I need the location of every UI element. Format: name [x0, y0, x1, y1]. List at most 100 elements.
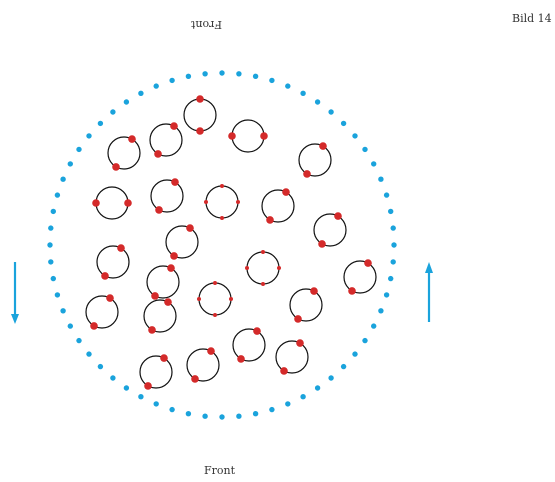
outer-dot — [138, 90, 144, 97]
ring — [343, 259, 377, 295]
ring-marker — [207, 347, 215, 355]
outer-dot — [383, 292, 390, 298]
outer-dot — [47, 242, 53, 248]
outer-dot — [362, 337, 368, 344]
ring — [183, 95, 217, 135]
outer-dot — [236, 71, 242, 77]
outer-dot — [328, 109, 334, 115]
outer-dot — [314, 385, 321, 391]
ring-outline — [205, 185, 239, 219]
ring-marker — [171, 178, 179, 186]
outer-dot — [76, 337, 82, 344]
ring-marker — [128, 135, 136, 143]
ring-outline — [143, 299, 177, 333]
outer-dot — [383, 192, 390, 198]
ring-marker — [170, 122, 178, 130]
ring-outline — [183, 98, 217, 132]
outer-dot — [123, 385, 130, 391]
outer-dot — [300, 394, 306, 400]
outer-dot — [219, 70, 225, 76]
ring-marker — [196, 127, 204, 135]
ring-marker — [220, 216, 224, 220]
ring — [139, 354, 173, 390]
ring-marker — [197, 297, 201, 301]
outer-dot — [285, 83, 291, 89]
ring-marker — [164, 298, 172, 306]
ring-marker — [151, 292, 159, 300]
outer-dot — [314, 99, 321, 105]
ring — [232, 327, 266, 363]
ring — [149, 122, 183, 158]
ring-outline — [232, 328, 266, 362]
ring-marker — [319, 142, 327, 150]
outer-dot — [97, 120, 104, 127]
ring — [143, 298, 177, 334]
outer-dot — [60, 308, 66, 314]
ring-marker — [348, 287, 356, 295]
outer-dot — [169, 77, 175, 84]
outer-dot — [378, 176, 384, 182]
ring — [289, 287, 323, 323]
outer-dot — [362, 146, 368, 153]
outer-dot — [60, 176, 66, 182]
outer-dot — [48, 259, 54, 265]
ring-outline — [261, 189, 295, 223]
outer-dot — [48, 225, 54, 231]
outer-dot — [153, 401, 159, 407]
ring-outline — [149, 123, 183, 157]
outer-dot — [340, 120, 347, 127]
outer-dotted-circle — [47, 70, 397, 420]
ring-outline — [231, 119, 265, 153]
ring-marker — [282, 188, 290, 196]
ring-marker — [296, 339, 304, 347]
outer-dot — [110, 109, 116, 115]
ring-marker — [112, 163, 120, 171]
outer-dot — [202, 413, 208, 419]
outer-dot — [50, 275, 56, 282]
ring-marker — [245, 266, 249, 270]
ring — [165, 224, 199, 260]
ring-marker — [261, 282, 265, 286]
ring-marker — [294, 315, 302, 323]
outer-dot — [67, 161, 74, 167]
ring — [96, 244, 130, 280]
ring — [146, 264, 180, 300]
ring-marker — [237, 355, 245, 363]
ring-marker — [117, 244, 125, 252]
outer-dot — [269, 406, 275, 413]
ring-marker — [155, 206, 163, 214]
outer-dot — [54, 292, 61, 298]
ring-marker — [186, 224, 194, 232]
label-bottom-front: Front — [204, 464, 236, 477]
ring-marker — [277, 266, 281, 270]
outer-dot — [300, 90, 306, 97]
ring-marker — [144, 382, 152, 390]
outer-dot — [185, 411, 192, 417]
arrow-down-left — [11, 262, 19, 324]
ring — [261, 188, 295, 224]
outer-dot — [67, 323, 74, 329]
ring-marker — [160, 354, 168, 362]
outer-dot — [219, 414, 225, 420]
ring-marker — [334, 212, 342, 220]
arrow-up-right — [425, 262, 433, 322]
ring-outline — [165, 225, 199, 259]
ring-outline — [246, 251, 280, 285]
ring-marker — [303, 170, 311, 178]
outer-dot — [86, 351, 92, 357]
outer-dot — [123, 99, 130, 105]
ring — [313, 212, 347, 248]
outer-dot — [252, 73, 259, 80]
ring-marker — [364, 259, 372, 267]
ring-marker — [220, 184, 224, 188]
outer-dot — [390, 225, 396, 231]
ring-marker — [148, 326, 156, 334]
ring — [228, 119, 268, 153]
outer-dot — [169, 406, 175, 413]
label-figure-number: Bild 14 — [512, 12, 552, 25]
ring-marker — [318, 240, 326, 248]
ring-marker — [191, 375, 199, 383]
ring-outline — [150, 179, 184, 213]
